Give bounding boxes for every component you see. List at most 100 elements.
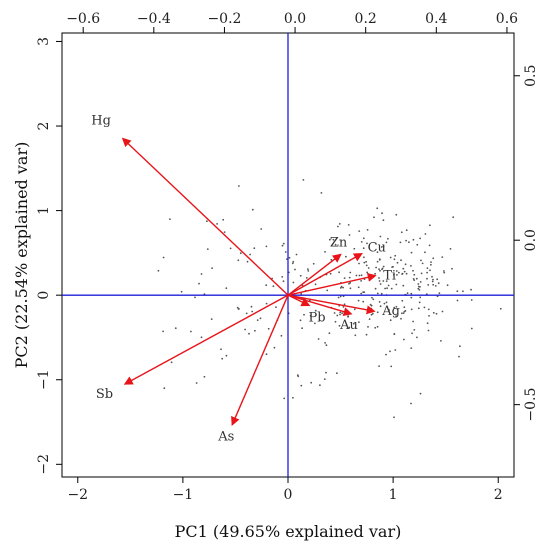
observation-point [456, 290, 459, 293]
x-tick-label: 1 [389, 487, 398, 503]
observation-point [229, 247, 232, 250]
observation-point [400, 259, 402, 262]
observation-point [363, 291, 366, 294]
observation-point [419, 281, 422, 283]
observation-point [381, 212, 383, 215]
observation-point [393, 258, 396, 261]
observation-point [376, 311, 379, 314]
observation-point [358, 321, 360, 323]
observation-point [365, 260, 367, 263]
observation-point [452, 216, 455, 219]
observation-point [341, 312, 343, 315]
observation-point [415, 277, 418, 280]
x-tick-label: 2 [494, 487, 503, 503]
observation-point [174, 327, 177, 330]
observation-point [360, 274, 363, 277]
observation-point [371, 296, 373, 299]
observation-point [200, 273, 203, 275]
observation-point [347, 224, 350, 226]
observation-point [424, 233, 427, 235]
observation-point [436, 278, 439, 281]
observation-point [403, 338, 405, 341]
observation-point [395, 305, 398, 308]
observation-point [413, 273, 416, 276]
top-tick-label: 0.4 [425, 11, 447, 27]
observation-point [399, 241, 402, 244]
observation-point [339, 287, 342, 289]
observation-point [405, 272, 408, 275]
observation-point [338, 324, 341, 327]
observation-point [275, 306, 277, 308]
observation-point [402, 267, 405, 270]
y-tick-label: 0 [36, 291, 52, 300]
observation-point [250, 305, 253, 308]
top-tick-label: −0.4 [137, 11, 171, 27]
observation-point [310, 381, 313, 384]
observation-point [381, 268, 383, 271]
observation-point [366, 271, 369, 274]
top-tick-label: −0.2 [207, 11, 241, 27]
loading-arrow-as [231, 294, 289, 426]
observation-point [386, 287, 388, 290]
observation-point [282, 242, 285, 245]
observation-point [374, 326, 377, 329]
observation-point [337, 296, 340, 299]
observation-point [225, 287, 228, 290]
observation-point [328, 238, 331, 241]
observation-point [420, 259, 422, 262]
observation-point [395, 213, 398, 216]
observation-point [339, 311, 342, 314]
observation-point [281, 244, 284, 247]
observation-point [194, 296, 196, 299]
y-tick-label: −2 [36, 454, 52, 475]
loading-arrow-cu [287, 252, 363, 296]
observation-point [238, 185, 240, 187]
loading-arrow-au [287, 294, 353, 316]
observation-point [378, 301, 381, 303]
observation-point [300, 293, 303, 295]
observation-point [157, 269, 160, 272]
observation-point [170, 361, 173, 364]
observation-point [336, 314, 339, 317]
observation-point [398, 271, 400, 274]
observation-point [410, 347, 413, 349]
observation-point [458, 355, 460, 358]
observation-point [420, 272, 423, 275]
observation-point [323, 378, 326, 380]
observation-point [265, 353, 268, 356]
observation-point [163, 387, 166, 390]
right-tick-label: −0.5 [523, 388, 539, 422]
observation-point [412, 320, 414, 323]
observation-point [357, 286, 360, 289]
observation-point [374, 272, 376, 275]
observation-point [245, 312, 248, 315]
observation-point [299, 274, 302, 277]
observation-point [446, 284, 449, 287]
observation-point [382, 280, 385, 282]
y-tick-label: −1 [36, 369, 52, 390]
observation-point [360, 292, 363, 295]
observation-point [330, 258, 333, 261]
observation-point [342, 286, 344, 289]
observation-point [393, 333, 396, 336]
observation-point [358, 274, 361, 277]
observation-point [389, 256, 392, 259]
observation-point [291, 262, 294, 265]
observation-point [246, 260, 249, 263]
observation-point [379, 269, 381, 272]
observation-point [403, 270, 406, 273]
observation-point [223, 231, 226, 234]
observation-point [449, 248, 452, 250]
observation-point [314, 322, 316, 325]
observation-point [392, 273, 395, 276]
observation-point [253, 247, 256, 250]
observation-point [349, 287, 352, 290]
observation-point [431, 280, 434, 283]
observation-point [470, 327, 473, 330]
observation-point [401, 312, 403, 315]
observation-point [440, 340, 442, 342]
observation-point [424, 251, 426, 254]
observation-point [358, 262, 360, 265]
observation-point [337, 225, 339, 228]
observation-point [162, 330, 165, 333]
